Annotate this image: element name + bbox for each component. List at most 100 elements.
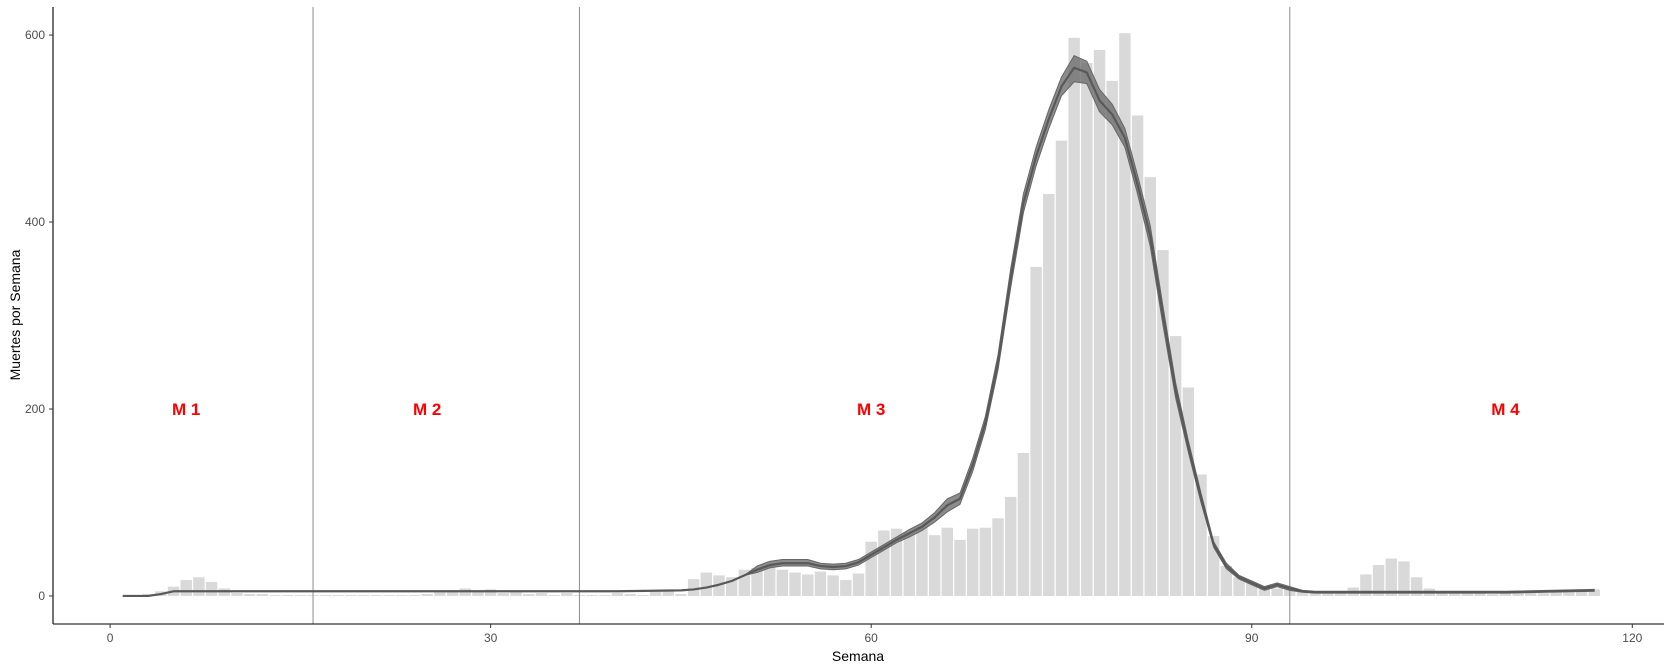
bar xyxy=(662,589,674,596)
bar xyxy=(649,590,662,596)
bar xyxy=(764,566,776,596)
bar xyxy=(1169,336,1182,596)
bar xyxy=(1296,591,1309,596)
bar xyxy=(1119,33,1131,596)
bar xyxy=(941,527,954,596)
y-tick-label: 0 xyxy=(38,589,45,603)
bar xyxy=(548,595,560,596)
bar xyxy=(1182,387,1195,596)
bar xyxy=(370,595,383,596)
bar xyxy=(510,592,522,596)
bar xyxy=(827,575,839,596)
x-tick-label: 90 xyxy=(1245,631,1259,645)
bar xyxy=(1322,593,1334,596)
bar xyxy=(954,539,966,596)
bar xyxy=(522,594,535,596)
bar xyxy=(1258,586,1271,596)
bar xyxy=(1157,250,1169,596)
x-ticks: 0 30 60 90 120 xyxy=(107,624,1643,645)
bar xyxy=(751,567,763,596)
bar xyxy=(1271,588,1283,596)
bar xyxy=(1499,592,1512,596)
bar xyxy=(840,580,852,596)
y-ticks: 0 200 400 600 xyxy=(25,28,53,603)
bar xyxy=(231,593,243,596)
bar xyxy=(421,594,433,596)
bar xyxy=(1588,589,1600,596)
bar xyxy=(294,595,307,596)
bar xyxy=(1144,177,1156,596)
bar xyxy=(586,595,598,596)
bars-layer xyxy=(142,33,1600,596)
period-label: M 4 xyxy=(1491,400,1520,419)
bar xyxy=(725,577,738,596)
bar xyxy=(878,530,890,596)
x-tick-label: 30 xyxy=(484,631,498,645)
bar xyxy=(345,595,357,596)
bar xyxy=(624,594,636,596)
bar xyxy=(637,595,649,596)
bar xyxy=(1525,592,1537,596)
bar xyxy=(1334,592,1347,596)
bar xyxy=(802,574,814,596)
x-tick-label: 120 xyxy=(1622,631,1642,645)
x-axis-title: Semana xyxy=(832,648,884,664)
period-labels-layer: M 1 M 2 M 3 M 4 xyxy=(172,400,1520,419)
bar xyxy=(1372,565,1385,596)
confidence-band-layer xyxy=(122,54,1595,597)
fit-line xyxy=(122,66,1595,598)
bar xyxy=(966,528,979,596)
bar xyxy=(1360,574,1372,596)
bar xyxy=(903,532,915,596)
bar xyxy=(1207,536,1220,596)
bar xyxy=(1017,452,1030,596)
confidence-band xyxy=(122,54,1595,597)
bar xyxy=(358,595,370,596)
axes: 0 30 60 90 120 0 200 400 600 xyxy=(25,7,1664,645)
bar xyxy=(396,595,408,596)
bar xyxy=(446,590,459,596)
bar xyxy=(1220,566,1233,596)
bar xyxy=(1550,592,1562,596)
bar xyxy=(1246,582,1258,596)
bar xyxy=(383,595,395,596)
bar xyxy=(928,535,941,596)
bar xyxy=(1055,140,1068,596)
y-tick-label: 600 xyxy=(25,28,45,42)
bar xyxy=(979,527,992,596)
bar xyxy=(1106,80,1118,596)
bar xyxy=(852,573,865,596)
bar xyxy=(472,591,484,596)
bar xyxy=(611,593,624,596)
bar xyxy=(599,595,611,596)
bar xyxy=(1309,592,1321,596)
bar xyxy=(814,571,827,596)
bar xyxy=(675,594,687,596)
bar xyxy=(738,569,751,596)
bar xyxy=(1398,561,1410,596)
fit-line-layer xyxy=(122,66,1595,598)
bar xyxy=(1448,593,1461,596)
bar xyxy=(865,541,877,596)
bar xyxy=(1068,37,1080,596)
bar xyxy=(1563,591,1575,596)
bar xyxy=(535,593,548,596)
bar xyxy=(890,528,903,596)
bar xyxy=(1512,591,1524,596)
x-tick-label: 60 xyxy=(865,631,879,645)
bar xyxy=(1385,558,1397,596)
bar xyxy=(243,594,256,596)
bar xyxy=(484,589,497,596)
x-tick-label: 0 xyxy=(107,631,114,645)
y-tick-label: 200 xyxy=(25,402,45,416)
bar xyxy=(1195,474,1207,596)
bar xyxy=(1487,594,1499,596)
bar xyxy=(434,592,446,596)
bar xyxy=(205,581,218,596)
bar xyxy=(789,572,801,596)
bar xyxy=(1575,590,1588,596)
bar xyxy=(1474,593,1486,596)
bar xyxy=(687,579,700,596)
bar xyxy=(1233,577,1245,596)
